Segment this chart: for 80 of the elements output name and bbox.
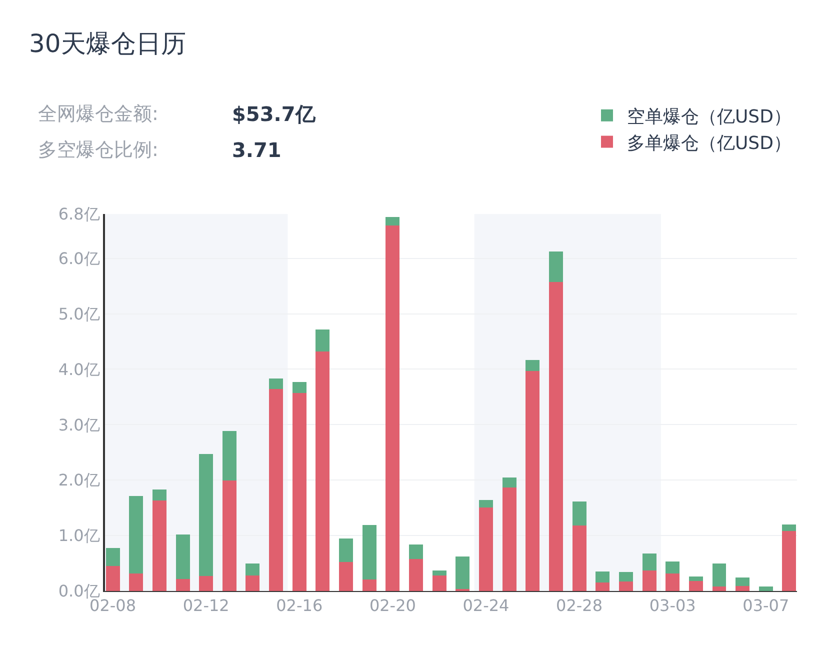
y-tick-label: 5.0亿 [58, 304, 100, 324]
bar [106, 566, 120, 591]
bar [316, 329, 330, 352]
x-tick-label: 02-12 [182, 596, 230, 616]
bar [782, 531, 796, 591]
bar [618, 582, 633, 591]
bar [688, 581, 703, 591]
text: 全网爆仓金额: [38, 103, 158, 125]
bar [409, 544, 424, 559]
bar [666, 562, 680, 574]
bar [292, 382, 306, 394]
bar [526, 370, 540, 591]
bar [572, 502, 586, 526]
bar [292, 393, 306, 591]
bar [526, 360, 540, 371]
bar [432, 575, 446, 591]
bar [129, 573, 144, 591]
bar [339, 538, 354, 562]
bar [502, 487, 516, 591]
bar [176, 578, 190, 591]
bar [596, 582, 610, 591]
bar [246, 563, 260, 576]
bar [548, 252, 563, 282]
x-tick-label: 02-24 [462, 596, 510, 616]
bar [176, 534, 190, 579]
bar [712, 563, 726, 587]
bar [572, 526, 586, 591]
y-tick-label: 4.0亿 [58, 360, 100, 379]
bar [736, 586, 750, 591]
bar [129, 496, 144, 574]
bar [222, 480, 236, 591]
bar [316, 351, 330, 591]
bar [712, 586, 726, 591]
bar [596, 572, 610, 583]
bar [688, 576, 703, 582]
y-tick-label: 2.0亿 [58, 470, 100, 490]
legend-label: 多单爆仓（亿USD） [627, 132, 792, 154]
bar [478, 507, 493, 591]
x-tick-label: 02-28 [556, 596, 603, 616]
bar [386, 216, 400, 226]
bar [502, 477, 516, 488]
bar [362, 525, 376, 580]
x-tick-label: 02-08 [90, 596, 136, 616]
bar [269, 389, 284, 591]
bar [666, 573, 680, 591]
bar [782, 524, 796, 532]
bar [758, 586, 773, 591]
text: 多空爆仓比例: [38, 139, 158, 161]
bar [269, 378, 284, 390]
legend-label: 空单爆仓（亿USD） [627, 106, 792, 128]
bar [618, 572, 633, 582]
y-tick-label: 1.0亿 [58, 526, 100, 546]
chart-title: 30天爆仓日历 [28, 28, 186, 58]
bar [222, 430, 236, 481]
x-tick-label: 02-20 [369, 596, 416, 616]
bar [152, 500, 166, 591]
bar [642, 553, 656, 570]
bar [432, 570, 446, 576]
y-tick-label: 6.0亿 [58, 248, 100, 268]
bar [736, 578, 750, 586]
text: 3.71 [232, 138, 282, 162]
bar [362, 579, 376, 591]
x-tick-label: 03-07 [742, 596, 790, 616]
y-tick-label: 3.0亿 [58, 415, 100, 434]
bar [409, 558, 424, 591]
bar [152, 490, 166, 501]
bar [106, 548, 120, 566]
x-tick-label: 03-03 [649, 596, 696, 616]
bar [199, 576, 214, 591]
bar [246, 575, 260, 591]
bar [199, 454, 214, 576]
bar [478, 500, 493, 508]
bar [386, 226, 400, 591]
y-tick-label: 6.8亿 [58, 204, 100, 224]
bar [339, 562, 354, 591]
bar [642, 570, 656, 591]
bar [548, 282, 563, 591]
bar [456, 556, 470, 589]
x-tick-label: 02-16 [276, 596, 323, 616]
text: $53.7亿 [232, 102, 316, 126]
